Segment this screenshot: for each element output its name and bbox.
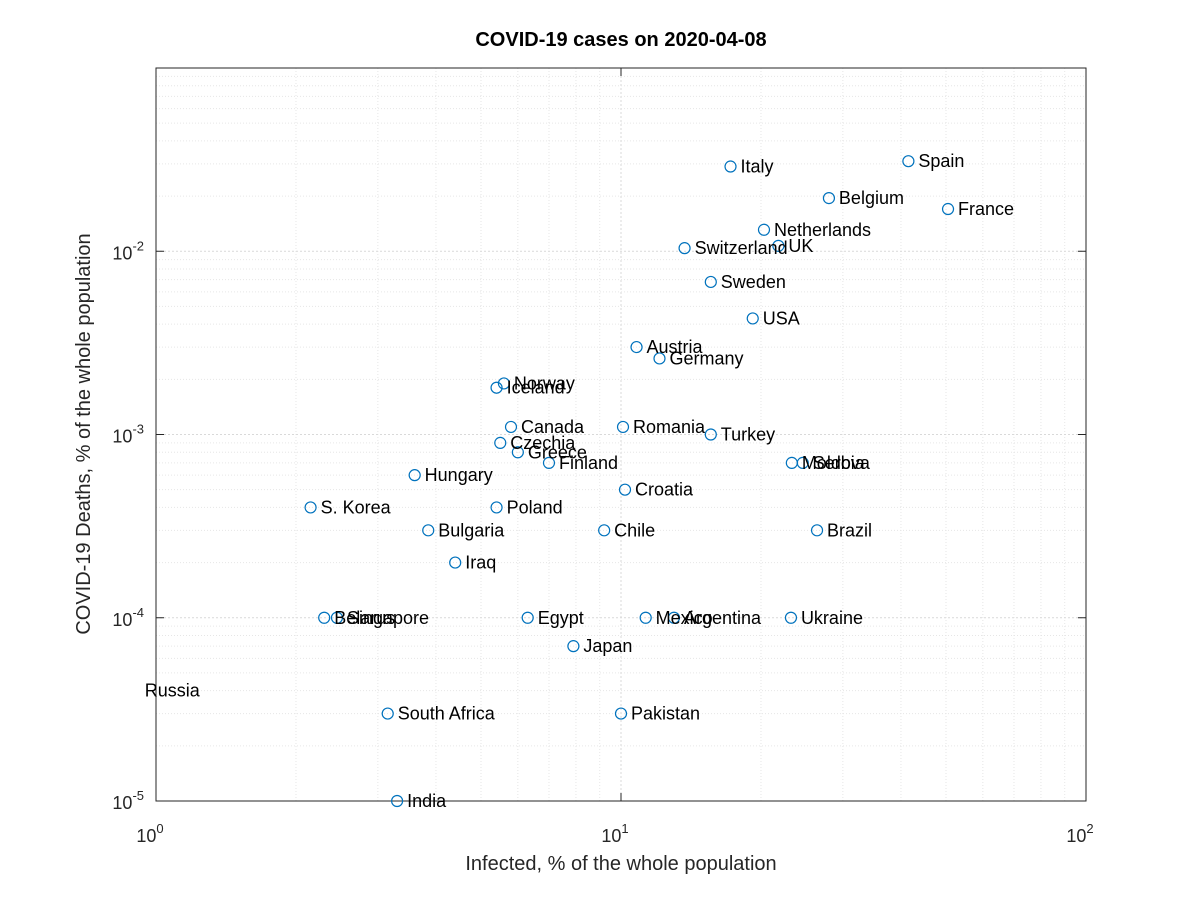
- point-label: Germany: [669, 348, 743, 368]
- point-label: Bulgaria: [438, 520, 505, 540]
- data-point: [511, 446, 524, 459]
- data-point: [704, 428, 717, 441]
- data-point: [494, 436, 507, 449]
- data-point: [822, 192, 836, 205]
- data-point: [330, 611, 344, 624]
- data-point: [757, 223, 771, 236]
- data-point: [704, 275, 717, 289]
- data-point: [381, 707, 394, 720]
- data-point: [318, 611, 331, 624]
- axis-ticks: 100 101 102 10-5 10-4 10-3 10-2: [112, 68, 1094, 846]
- data-point: [639, 611, 652, 624]
- data-point: [630, 340, 643, 354]
- point-label: Japan: [583, 636, 632, 656]
- data-point: [422, 524, 435, 537]
- point-label: Spain: [918, 151, 964, 171]
- x-tick-label: 102: [1066, 821, 1093, 846]
- point-label: South Africa: [398, 704, 496, 724]
- data-point: [497, 377, 511, 390]
- y-tick-label: 10-4: [112, 605, 144, 630]
- point-label: Singapore: [347, 608, 429, 628]
- data-point: [598, 524, 611, 537]
- data-point: [667, 611, 681, 624]
- data-point: [521, 611, 534, 624]
- data-point: [490, 501, 503, 514]
- data-point: [796, 456, 809, 469]
- point-label: UK: [788, 236, 813, 256]
- point-label: Iraq: [465, 553, 496, 573]
- data-point: [772, 239, 785, 252]
- point-label: Ukraine: [801, 608, 863, 628]
- data-point: [567, 640, 580, 653]
- point-label: Belarus: [334, 608, 395, 628]
- point-label: Sweden: [721, 272, 786, 292]
- x-axis-label: Infected, % of the whole population: [465, 853, 776, 875]
- point-label: Netherlands: [774, 220, 871, 240]
- point-label: Belgium: [839, 188, 904, 208]
- y-axis-label: COVID-19 Deaths, % of the whole populati…: [73, 233, 95, 634]
- point-label: Argentina: [684, 608, 762, 628]
- data-point: [504, 420, 518, 434]
- point-label: S. Korea: [321, 497, 392, 517]
- data-point: [810, 524, 824, 537]
- y-tick-label: 10-3: [112, 422, 144, 447]
- data-point: [542, 456, 556, 469]
- point-label: France: [958, 199, 1014, 219]
- point-label: Mexico: [656, 608, 713, 628]
- data-points: [304, 155, 955, 808]
- data-point: [449, 556, 462, 569]
- data-point: [614, 707, 628, 720]
- point-label: Hungary: [425, 465, 493, 485]
- y-tick-label: 10-5: [112, 788, 144, 813]
- point-label: USA: [763, 308, 800, 328]
- point-label: Egypt: [538, 608, 584, 628]
- point-label: Croatia: [635, 480, 694, 500]
- point-label: Poland: [507, 497, 563, 517]
- point-label: Romania: [633, 417, 706, 437]
- point-label: Turkey: [721, 425, 775, 445]
- point-label: Brazil: [827, 520, 872, 540]
- x-tick-label: 100: [136, 821, 163, 846]
- chart-title: COVID-19 cases on 2020-04-08: [475, 29, 766, 51]
- data-point: [653, 352, 666, 365]
- point-label: Chile: [614, 520, 655, 540]
- data-point: [618, 483, 632, 496]
- data-point: [724, 160, 737, 173]
- data-point: [490, 381, 503, 394]
- data-point: [746, 312, 759, 325]
- point-label: Norway: [514, 373, 575, 393]
- y-tick-label: 10-2: [112, 238, 144, 263]
- point-label: Canada: [521, 417, 585, 437]
- point-label: Pakistan: [631, 704, 700, 724]
- point-label: Greece: [528, 442, 587, 462]
- data-point: [408, 469, 421, 482]
- data-point: [902, 155, 915, 168]
- data-point: [304, 501, 317, 514]
- grid: [156, 68, 1086, 801]
- point-label: Iceland: [507, 378, 565, 398]
- data-point: [941, 202, 955, 216]
- data-point: [391, 794, 404, 808]
- point-label: India: [407, 791, 447, 811]
- point-label: Moldova: [802, 453, 871, 473]
- point-labels: Spain Italy Belgium France NetherlandsSwitze…: [145, 151, 1014, 811]
- data-point: [784, 611, 798, 624]
- point-label: Switzerland: [695, 238, 788, 258]
- data-point: [616, 420, 630, 434]
- point-label: Russia: [145, 681, 201, 701]
- point-label: Italy: [741, 157, 774, 177]
- point-label: Serbia: [813, 453, 866, 473]
- x-tick-label: 101: [601, 821, 628, 846]
- point-label: Finland: [559, 453, 618, 473]
- data-point: [678, 242, 691, 255]
- point-label: Austria: [647, 337, 704, 357]
- point-label: Czechia: [510, 433, 576, 453]
